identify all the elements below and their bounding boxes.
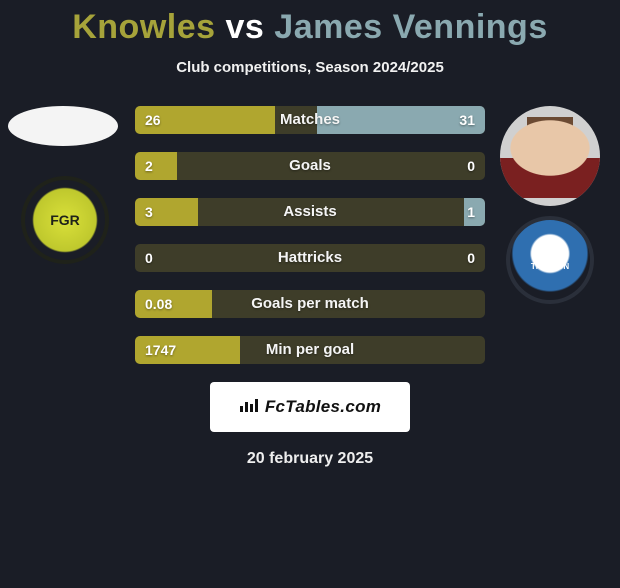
player-b-club-year: 1898 <box>538 250 562 262</box>
player-b-avatar <box>500 106 600 206</box>
player-a-column: FGR <box>0 106 130 264</box>
stat-row: 00Hattricks <box>135 244 485 272</box>
subtitle: Club competitions, Season 2024/2025 <box>0 59 620 76</box>
stat-label: Goals <box>135 152 485 180</box>
stat-label: Matches <box>135 106 485 134</box>
attribution-text: FcTables.com <box>265 397 381 417</box>
date-text: 20 february 2025 <box>0 450 620 468</box>
attribution-badge: FcTables.com <box>210 382 410 432</box>
stat-label: Goals per match <box>135 290 485 318</box>
player-a-club-abbr: FGR <box>50 212 80 228</box>
page-title: Knowles vs James Vennings <box>0 8 620 47</box>
stat-row: 1747Min per goal <box>135 336 485 364</box>
player-a-avatar <box>8 106 118 146</box>
comparison-content: FGR 1898 THE IRON 2631Matches 20Goals 31As… <box>0 106 620 468</box>
stat-label: Assists <box>135 198 485 226</box>
player-b-club-motto: THE IRON <box>531 262 569 271</box>
stat-label: Hattricks <box>135 244 485 272</box>
player-a-club-badge: FGR <box>21 176 109 264</box>
player-b-column: 1898 THE IRON <box>490 106 610 304</box>
stat-row: 31Assists <box>135 198 485 226</box>
player-b-club-badge: 1898 THE IRON <box>506 216 594 304</box>
player-b-name: James Vennings <box>274 8 547 46</box>
stat-bars: 2631Matches 20Goals 31Assists 00Hattricks 0.… <box>135 106 485 364</box>
avatar-face-icon <box>500 106 600 206</box>
player-a-name: Knowles <box>72 8 215 46</box>
stat-row: 20Goals <box>135 152 485 180</box>
title-vs: vs <box>226 8 265 46</box>
chart-icon <box>239 397 259 418</box>
stat-row: 2631Matches <box>135 106 485 134</box>
stat-label: Min per goal <box>135 336 485 364</box>
stat-row: 0.08Goals per match <box>135 290 485 318</box>
